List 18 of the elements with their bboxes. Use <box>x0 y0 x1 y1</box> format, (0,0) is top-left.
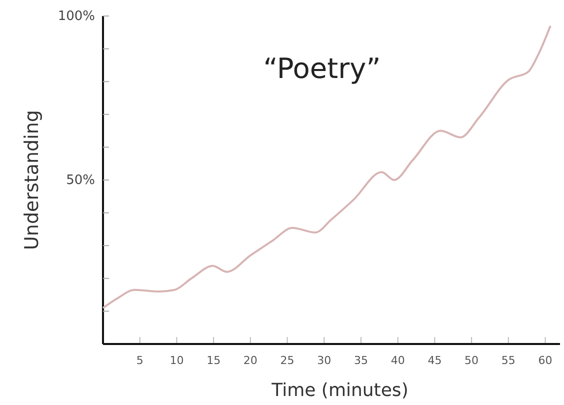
x-tick-label: 60 <box>538 354 552 367</box>
x-tick-label: 45 <box>428 354 442 367</box>
x-tick-label: 35 <box>354 354 368 367</box>
x-tick-label: 10 <box>170 354 184 367</box>
x-tick-label: 25 <box>280 354 294 367</box>
x-tick-label: 20 <box>243 354 258 367</box>
x-axis-title: Time (minutes) <box>270 380 408 401</box>
text: “Poetry” <box>263 52 381 85</box>
x-tick-label: 5 <box>136 354 144 367</box>
x-tick-label: 40 <box>390 354 405 367</box>
y-axis-title: Understanding <box>21 110 43 250</box>
y-tick-label: 100% <box>58 9 95 24</box>
x-tick-label: 50 <box>464 354 479 367</box>
line-series <box>102 24 552 309</box>
x-tick-label: 55 <box>501 354 516 367</box>
y-tick-label: 50% <box>66 173 95 188</box>
x-tick-label: 15 <box>206 354 221 367</box>
x-tick-label: 30 <box>317 354 332 367</box>
